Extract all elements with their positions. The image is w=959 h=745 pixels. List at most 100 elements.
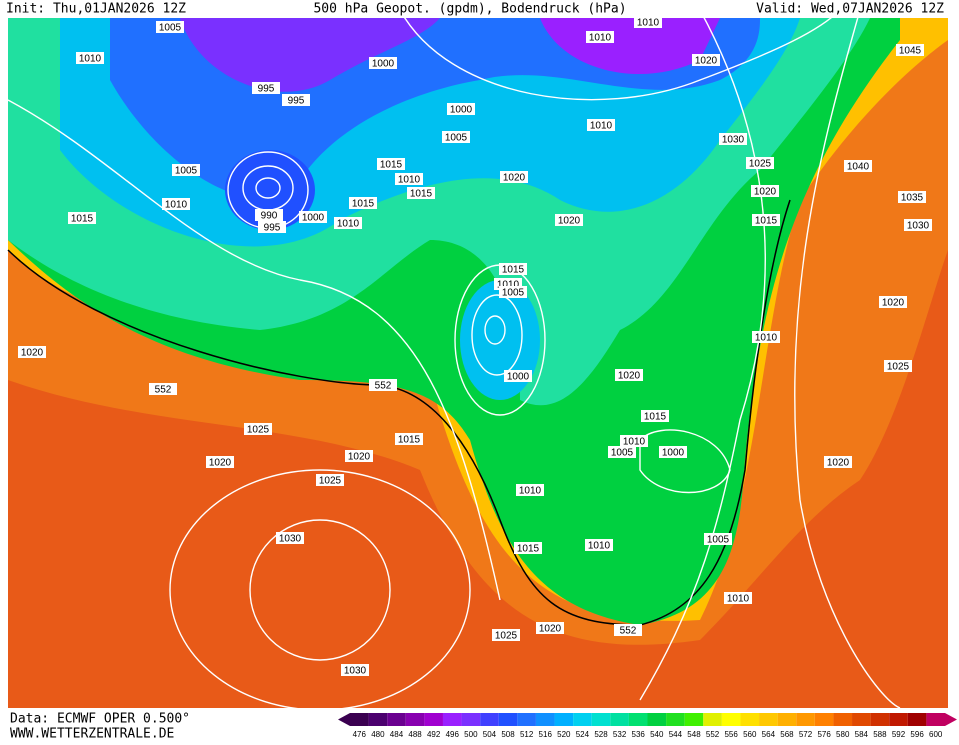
colorbar-label: 552 bbox=[706, 730, 720, 739]
isobar-label: 1010 bbox=[588, 541, 611, 552]
isobar-label: 1015 bbox=[398, 435, 421, 446]
isobar-label: 1020 bbox=[539, 624, 562, 635]
isobar-label: 1025 bbox=[495, 631, 518, 642]
colorbar-swatch bbox=[870, 713, 890, 726]
label-box bbox=[824, 456, 852, 468]
label-box bbox=[349, 197, 377, 209]
isobar-label: 1010 bbox=[727, 594, 750, 605]
isobar-label: 552 bbox=[375, 381, 392, 392]
isobar-label: 1030 bbox=[279, 534, 302, 545]
colorbar-arrow-right bbox=[945, 713, 957, 726]
colorbar-label: 488 bbox=[408, 730, 422, 739]
colorbar-swatch bbox=[926, 713, 945, 726]
label-box bbox=[334, 217, 362, 229]
label-box bbox=[586, 31, 614, 43]
colorbar-label: 560 bbox=[743, 730, 757, 739]
isobar-label: 1020 bbox=[558, 216, 581, 227]
label-box bbox=[255, 209, 283, 221]
colorbar-label: 600 bbox=[929, 730, 943, 739]
colorbar-swatch bbox=[684, 713, 704, 726]
label-box bbox=[751, 185, 779, 197]
colorbar-swatch bbox=[777, 713, 797, 726]
label-box bbox=[634, 16, 662, 28]
isobar-label: 1010 bbox=[589, 33, 612, 44]
label-box bbox=[156, 21, 184, 33]
colorbar-swatch bbox=[907, 713, 927, 726]
isobar-label: 1020 bbox=[209, 458, 232, 469]
colorbar-label: 508 bbox=[501, 730, 515, 739]
colorbar-label: 520 bbox=[557, 730, 571, 739]
isobar-label: 1015 bbox=[644, 412, 667, 423]
label-box bbox=[615, 369, 643, 381]
label-box bbox=[299, 211, 327, 223]
isobar-label: 990 bbox=[261, 211, 278, 222]
isobar-label: 1005 bbox=[175, 166, 198, 177]
label-box bbox=[844, 160, 872, 172]
colorbar-label: 528 bbox=[594, 730, 608, 739]
colorbar-swatch bbox=[628, 713, 648, 726]
isobar-label: 1015 bbox=[380, 160, 403, 171]
colorbar-label: 536 bbox=[632, 730, 646, 739]
colorbar-label: 572 bbox=[799, 730, 813, 739]
colorbar-swatch bbox=[759, 713, 778, 726]
label-box bbox=[244, 423, 272, 435]
valid-label: Valid: Wed,07JAN2026 12Z bbox=[756, 2, 944, 17]
label-box bbox=[252, 82, 280, 94]
label-box bbox=[608, 446, 636, 458]
isobar-label: 1000 bbox=[450, 105, 473, 116]
title: 500 hPa Geopot. (gpdm), Bodendruck (hPa) bbox=[313, 2, 626, 17]
site-label: WWW.WETTERZENTRALE.DE bbox=[10, 727, 174, 742]
isobar-label: 1015 bbox=[352, 199, 375, 210]
isobar-label: 995 bbox=[288, 96, 305, 107]
colorbar-label: 480 bbox=[371, 730, 385, 739]
init-label: Init: Thu,01JAN2026 12Z bbox=[6, 2, 186, 17]
isobar-label: 1025 bbox=[749, 159, 772, 170]
label-box bbox=[18, 346, 46, 358]
colorbar-swatch bbox=[573, 713, 592, 726]
isobar-label: 1020 bbox=[882, 298, 905, 309]
colorbar-swatch bbox=[833, 713, 853, 726]
label-box bbox=[904, 219, 932, 231]
isobar-label: 1010 bbox=[497, 280, 520, 291]
isobar-label: 1010 bbox=[165, 200, 188, 211]
isobar-label: 1010 bbox=[637, 18, 660, 29]
colorbar-swatch bbox=[814, 713, 834, 726]
label-box bbox=[499, 263, 527, 275]
colorbar-swatch bbox=[591, 713, 611, 726]
label-box bbox=[884, 360, 912, 372]
colorbar-swatch bbox=[889, 713, 908, 726]
label-box bbox=[369, 57, 397, 69]
label-box bbox=[724, 592, 752, 604]
colorbar-swatch bbox=[368, 713, 388, 726]
colorbar-swatch bbox=[796, 713, 815, 726]
label-box bbox=[149, 383, 177, 395]
colorbar-label: 524 bbox=[576, 730, 590, 739]
colorbar-swatch bbox=[461, 713, 481, 726]
colorbar-label: 576 bbox=[817, 730, 831, 739]
label-box bbox=[369, 379, 397, 391]
label-box bbox=[316, 474, 344, 486]
label-box bbox=[704, 533, 732, 545]
isobar-label: 1010 bbox=[590, 121, 613, 132]
label-box bbox=[585, 539, 613, 551]
label-box bbox=[395, 433, 423, 445]
colorbar-label: 516 bbox=[539, 730, 553, 739]
isobar-label: 995 bbox=[258, 84, 275, 95]
colorbar-label: 592 bbox=[892, 730, 906, 739]
isobar-label: 1005 bbox=[707, 535, 730, 546]
colorbar-label: 500 bbox=[464, 730, 478, 739]
label-box bbox=[345, 450, 373, 462]
colorbar-label: 540 bbox=[650, 730, 664, 739]
isobar-label: 1020 bbox=[827, 458, 850, 469]
isobar-label: 1025 bbox=[319, 476, 342, 487]
colorbar-label: 484 bbox=[390, 730, 404, 739]
colorbar-swatch bbox=[610, 713, 629, 726]
label-box bbox=[206, 456, 234, 468]
isobar-label: 995 bbox=[264, 223, 281, 234]
label-box bbox=[516, 484, 544, 496]
field bbox=[7, 18, 948, 708]
isobar-label: 1010 bbox=[755, 333, 778, 344]
label-box bbox=[504, 370, 532, 382]
label-box bbox=[258, 221, 286, 233]
colorbar-label: 548 bbox=[687, 730, 701, 739]
